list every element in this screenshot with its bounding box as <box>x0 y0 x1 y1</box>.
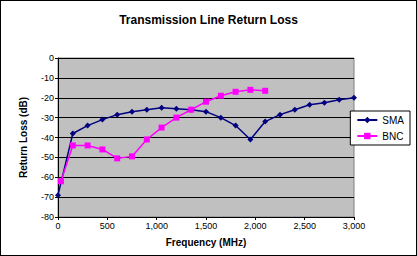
svg-text:500: 500 <box>100 221 115 231</box>
svg-text:0: 0 <box>55 221 60 231</box>
svg-text:-30: -30 <box>41 113 54 123</box>
svg-text:Transmission Line Return Loss: Transmission Line Return Loss <box>119 13 298 27</box>
svg-text:1,500: 1,500 <box>195 221 218 231</box>
svg-text:-50: -50 <box>41 152 54 162</box>
svg-text:-70: -70 <box>41 192 54 202</box>
svg-text:SMA: SMA <box>382 115 404 126</box>
svg-text:-20: -20 <box>41 93 54 103</box>
svg-text:3,000: 3,000 <box>343 221 366 231</box>
svg-text:Return Loss (dB): Return Loss (dB) <box>18 97 29 178</box>
svg-text:-40: -40 <box>41 133 54 143</box>
svg-text:2,000: 2,000 <box>244 221 267 231</box>
svg-text:-10: -10 <box>41 73 54 83</box>
svg-text:-80: -80 <box>41 212 54 222</box>
svg-text:-60: -60 <box>41 172 54 182</box>
svg-text:1,000: 1,000 <box>145 221 168 231</box>
svg-text:Frequency (MHz): Frequency (MHz) <box>166 237 247 248</box>
svg-text:2,500: 2,500 <box>293 221 316 231</box>
svg-text:BNC: BNC <box>382 131 403 142</box>
svg-text:0: 0 <box>49 53 54 63</box>
